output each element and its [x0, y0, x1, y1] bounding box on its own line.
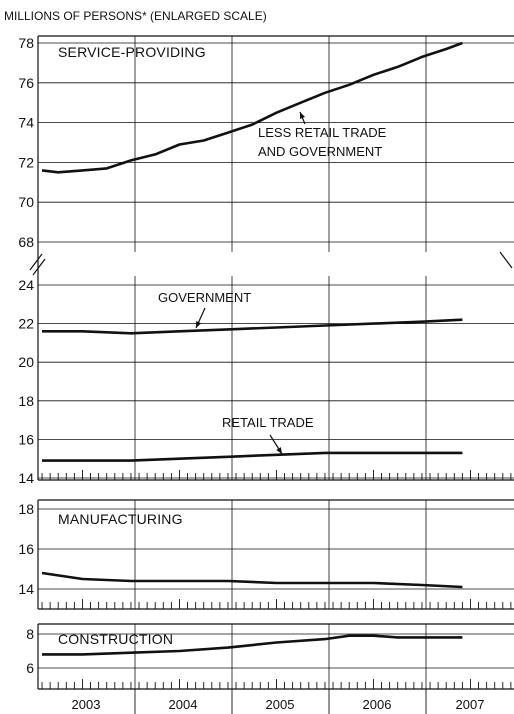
panel-title-service: SERVICE-PROVIDING — [58, 44, 206, 60]
panel-frames — [37, 35, 514, 690]
tick-label-retail-gov-18: 18 — [18, 393, 34, 409]
tick-label-service-68: 68 — [18, 234, 34, 250]
tick-label-construction-6: 6 — [26, 660, 34, 676]
tick-label-service-74: 74 — [18, 115, 34, 131]
tick-label-service-72: 72 — [18, 154, 34, 170]
year-label-2005: 2005 — [266, 697, 295, 712]
break-mark-left-2 — [32, 258, 46, 276]
tick-label-service-78: 78 — [18, 35, 34, 51]
tick-label-manufacturing-16: 16 — [18, 541, 34, 557]
year-label-2006: 2006 — [363, 697, 392, 712]
series-line-retail-gov-0 — [42, 318, 463, 335]
series-lines — [41, 41, 463, 656]
series-line-retail-gov-1 — [42, 451, 463, 462]
panel-title-manufacturing: MANUFACTURING — [58, 511, 183, 527]
break-mark-left-1 — [29, 253, 43, 271]
tick-labels: 687072747678SERVICE-PROVIDING14161820222… — [18, 35, 205, 676]
year-label-2004: 2004 — [169, 697, 198, 712]
series-line-manufacturing-0 — [41, 571, 463, 589]
break-gap — [30, 252, 514, 276]
tick-label-retail-gov-20: 20 — [18, 354, 34, 370]
year-label-2003: 2003 — [72, 697, 101, 712]
tick-label-retail-gov-16: 16 — [18, 431, 34, 447]
unit-label: MILLIONS OF PERSONS* (ENLARGED SCALE) — [4, 9, 267, 23]
annotation-1-line-0: GOVERNMENT — [158, 290, 251, 305]
tick-label-retail-gov-14: 14 — [18, 470, 34, 486]
tick-label-retail-gov-22: 22 — [18, 316, 34, 332]
annotation-2-line-0: RETAIL TRADE — [222, 415, 314, 430]
gridlines — [38, 36, 514, 689]
tick-label-manufacturing-18: 18 — [18, 501, 34, 517]
year-label-2007: 2007 — [456, 697, 485, 712]
series-line-construction-0 — [42, 634, 463, 656]
annotation-arrowhead-2 — [276, 447, 282, 454]
break-mark-right — [499, 251, 513, 269]
annotations: LESS RETAIL TRADE AND GOVERNMENT GOVERNMEN… — [158, 111, 387, 455]
annotation-arrowhead-1 — [196, 321, 202, 328]
tick-label-manufacturing-14: 14 — [18, 581, 34, 597]
panel-title-construction: CONSTRUCTION — [58, 631, 173, 647]
tick-label-retail-gov-24: 24 — [18, 277, 34, 293]
tick-label-service-70: 70 — [18, 194, 34, 210]
tick-label-service-76: 76 — [18, 75, 34, 91]
series-line-service-0 — [41, 41, 463, 174]
axis-break — [29, 251, 514, 276]
year-labels: 2003 2004 2005 2006 2007 — [72, 689, 485, 714]
month-ticks — [41, 470, 512, 689]
annotation-0-line-1: AND GOVERNMENT — [258, 144, 382, 159]
annotation-arrowhead-0 — [299, 112, 305, 119]
annotation-0-line-0: LESS RETAIL TRADE — [258, 125, 387, 140]
tick-label-construction-8: 8 — [26, 626, 34, 642]
